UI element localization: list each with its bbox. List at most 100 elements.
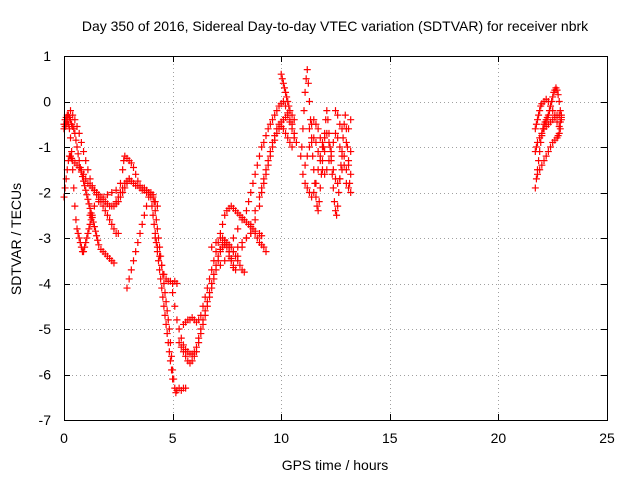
data-point (153, 225, 161, 233)
data-point (330, 198, 338, 206)
data-point (290, 129, 298, 137)
data-point (258, 143, 266, 151)
data-point (324, 116, 332, 124)
data-point (345, 157, 353, 165)
data-point (150, 220, 158, 228)
data-point (273, 129, 281, 137)
data-point (553, 86, 561, 94)
data-point (301, 179, 309, 187)
data-point (333, 211, 341, 219)
y-tick-label: 1 (43, 48, 51, 64)
data-point (341, 111, 349, 119)
data-point (106, 216, 114, 224)
data-point (313, 202, 321, 210)
data-point (542, 152, 550, 160)
data-point (290, 116, 298, 124)
data-point (269, 143, 277, 151)
data-point (264, 161, 272, 169)
data-point (549, 93, 557, 101)
data-point (255, 193, 263, 201)
data-point (82, 186, 90, 194)
data-point (182, 352, 190, 360)
data-point (163, 330, 171, 338)
data-point (147, 193, 155, 201)
data-point (86, 220, 94, 228)
data-point (103, 211, 111, 219)
data-point (315, 198, 323, 206)
data-point (340, 152, 348, 160)
data-point (556, 118, 564, 126)
data-point (325, 138, 333, 146)
data-point (164, 339, 172, 347)
data-point (210, 257, 218, 265)
data-point (238, 216, 246, 224)
data-point (321, 170, 329, 178)
data-point (114, 229, 122, 237)
data-point (88, 182, 96, 190)
data-point (533, 116, 541, 124)
data-point (62, 175, 70, 183)
data-point (132, 248, 140, 256)
data-point (73, 225, 81, 233)
data-point (271, 136, 279, 144)
data-point (292, 138, 300, 146)
data-point (326, 143, 334, 151)
data-point (95, 241, 103, 249)
data-point (156, 266, 164, 274)
data-point (175, 339, 183, 347)
data-point (544, 111, 552, 119)
data-point (90, 223, 98, 231)
data-point (531, 125, 539, 133)
data-point (334, 111, 342, 119)
data-point (308, 193, 316, 201)
data-point (162, 298, 170, 306)
data-point (108, 189, 116, 196)
data-point (266, 152, 274, 160)
data-point (229, 248, 237, 256)
data-point (347, 170, 355, 178)
data-point (108, 220, 116, 228)
data-point (199, 302, 207, 310)
data-point (132, 170, 140, 178)
data-point (540, 157, 548, 165)
data-point (299, 170, 307, 178)
data-point (160, 302, 168, 310)
data-point (347, 116, 355, 124)
data-point (332, 129, 339, 137)
data-point (190, 352, 198, 360)
data-point (216, 261, 224, 269)
data-point (116, 189, 124, 196)
data-point (136, 229, 144, 237)
data-point (260, 179, 268, 187)
data-point (242, 207, 250, 215)
data-point (69, 111, 77, 119)
data-point (312, 120, 320, 128)
data-point (65, 125, 73, 133)
data-point (188, 357, 196, 365)
data-point (219, 220, 227, 228)
data-point (173, 280, 181, 287)
data-point (84, 166, 92, 174)
data-point (177, 334, 185, 342)
data-point (164, 316, 172, 324)
data-point (77, 138, 85, 146)
data-point (171, 302, 179, 310)
data-point (75, 234, 83, 242)
data-point (161, 311, 169, 319)
data-point (332, 207, 339, 215)
data-point (338, 125, 346, 133)
data-point (301, 88, 309, 96)
data-point (163, 307, 171, 315)
data-point (347, 148, 355, 156)
data-point (262, 170, 270, 178)
data-point (110, 225, 118, 233)
data-point (251, 216, 259, 224)
data-point (342, 138, 350, 146)
plot-frame (64, 56, 608, 421)
data-point (284, 98, 292, 105)
data-point (347, 189, 355, 196)
data-point (206, 275, 214, 283)
data-point (221, 236, 229, 244)
data-point (300, 107, 308, 115)
